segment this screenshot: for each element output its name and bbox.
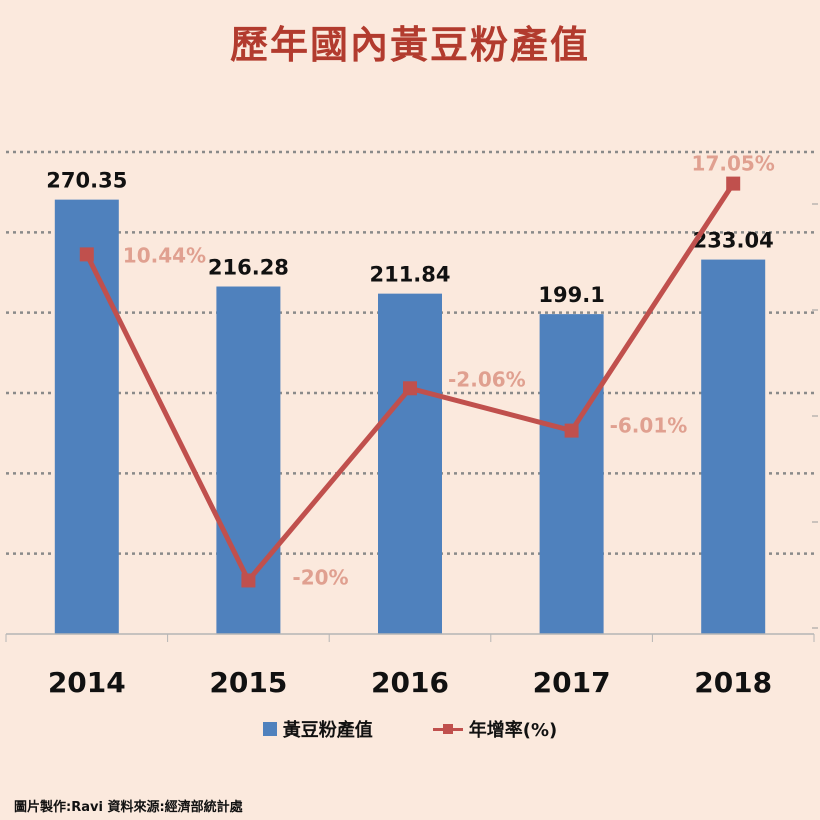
legend-bar-label: 黃豆粉產值 — [282, 720, 373, 741]
line-value-label: 17.05% — [692, 152, 775, 176]
legend-item-bar: 黃豆粉產值 — [262, 716, 373, 742]
bar — [54, 199, 119, 634]
source-credit: 圖片製作:Ravi 資料來源:經濟部統計處 — [14, 800, 243, 815]
bar — [701, 259, 766, 634]
bar-value-label: 270.35 — [46, 169, 127, 193]
x-tick-label: 2014 — [48, 666, 126, 699]
line-value-label: -20% — [292, 565, 348, 589]
bar — [378, 293, 442, 634]
chart-title: 歷年國內黃豆粉產值 — [229, 23, 590, 67]
line-value-label: -2.06% — [448, 367, 526, 391]
bar-series — [54, 199, 766, 634]
line-marker — [241, 573, 256, 588]
x-tick-label: 2018 — [694, 666, 772, 699]
legend-line-swatch — [432, 722, 463, 736]
x-tick-label: 2017 — [533, 666, 611, 699]
legend-line-label: 年增率(%) — [468, 720, 558, 741]
x-axis: 2014 2015 2016 2017 2018 — [5, 633, 815, 699]
bar — [539, 314, 604, 634]
legend: 黃豆粉產值 年增率(%) — [0, 716, 820, 742]
bar-value-label: 216.28 — [208, 256, 289, 280]
x-tick-label: 2015 — [209, 666, 287, 699]
legend-bar-swatch — [262, 722, 277, 736]
bar-value-label: 199.1 — [538, 283, 604, 307]
line-marker — [79, 247, 94, 262]
line-value-label: -6.01% — [610, 414, 688, 438]
bar-value-label: 211.84 — [369, 263, 450, 287]
line-marker — [403, 381, 417, 396]
line-marker — [726, 176, 741, 191]
bar-value-labels: 270.35 216.28 211.84 199.1 233.04 — [46, 169, 773, 307]
x-tick-label: 2016 — [371, 666, 449, 699]
line-marker — [564, 423, 579, 438]
line-series — [79, 176, 741, 588]
legend-item-line: 年增率(%) — [432, 716, 558, 742]
line-value-label: 10.44% — [123, 243, 206, 267]
line-value-labels: 10.44% -20% -2.06% -6.01% 17.05% — [123, 152, 775, 590]
gridlines — [6, 150, 818, 629]
bar-value-label: 233.04 — [693, 229, 774, 253]
